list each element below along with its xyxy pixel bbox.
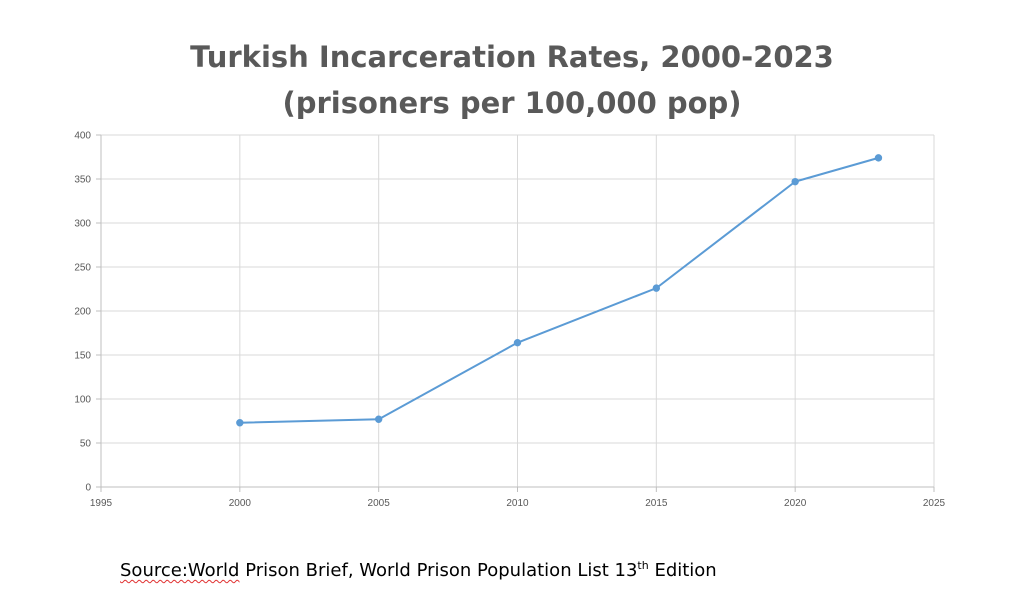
y-tick-labels: 0 50 100 150 200 250 300 350 400 <box>74 131 91 494</box>
grid-lines <box>101 134 935 487</box>
data-point <box>874 154 883 162</box>
x-tick-label: 1995 <box>90 498 113 509</box>
x-tick-labels: 1995 2000 2005 2010 2015 2020 2025 <box>90 498 946 509</box>
data-point <box>791 177 799 186</box>
y-tick-label: 200 <box>74 307 91 318</box>
data-point <box>652 284 661 292</box>
source-superscript: th <box>637 559 649 572</box>
chart-title: Turkish Incarceration Rates, 2000-2023 (… <box>0 34 1024 126</box>
y-tick-label: 250 <box>74 263 91 274</box>
y-tick-label: 300 <box>74 219 91 230</box>
series-line <box>239 156 879 424</box>
source-lead: Source:World <box>120 560 240 581</box>
y-tick-label: 50 <box>80 439 92 450</box>
chart-title-line-2: (prisoners per 100,000 pop) <box>282 86 742 120</box>
data-point <box>513 338 522 347</box>
x-tick-label: 2000 <box>229 498 252 509</box>
chart-title-line-1: Turkish Incarceration Rates, 2000-2023 <box>190 40 834 74</box>
y-tick-label: 100 <box>74 395 91 406</box>
x-tick-label: 2020 <box>784 498 807 509</box>
data-point <box>236 419 244 427</box>
data-series <box>236 154 883 427</box>
y-tick-label: 0 <box>85 483 91 494</box>
x-tick-label: 2025 <box>923 498 946 509</box>
x-tick-label: 2005 <box>368 498 391 509</box>
source-tail: Edition <box>648 560 717 581</box>
y-tick-label: 400 <box>74 131 91 142</box>
source-text: Prison Brief, World Prison Population Li… <box>239 560 638 581</box>
y-tick-label: 150 <box>74 351 91 362</box>
axes <box>96 134 935 492</box>
x-tick-label: 2015 <box>645 498 668 509</box>
x-tick-label: 2010 <box>506 498 529 509</box>
y-tick-label: 350 <box>74 175 91 186</box>
source-note: Source:World Prison Brief, World Prison … <box>120 560 717 581</box>
data-point <box>374 415 383 423</box>
